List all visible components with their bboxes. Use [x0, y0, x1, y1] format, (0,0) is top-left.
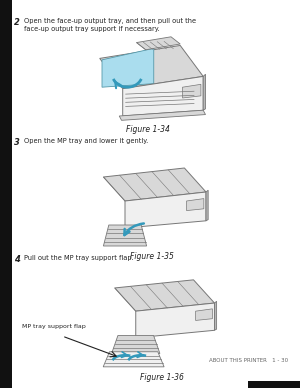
Text: Figure 1-34: Figure 1-34 [126, 125, 170, 133]
Bar [248, 381, 300, 388]
Text: Figure 1-35: Figure 1-35 [130, 252, 174, 261]
Polygon shape [125, 192, 206, 228]
Text: ABOUT THIS PRINTER   1 - 30: ABOUT THIS PRINTER 1 - 30 [209, 358, 288, 363]
Polygon shape [206, 190, 208, 221]
Text: Open the face-up output tray, and then pull out the
face-up output tray support : Open the face-up output tray, and then p… [24, 18, 196, 32]
Text: Open the MP tray and lower it gently.: Open the MP tray and lower it gently. [24, 138, 148, 144]
Polygon shape [123, 76, 203, 116]
Polygon shape [103, 352, 164, 367]
Polygon shape [115, 280, 214, 311]
Text: 3: 3 [14, 138, 20, 147]
Polygon shape [196, 309, 212, 320]
Polygon shape [112, 336, 160, 353]
Polygon shape [136, 37, 180, 50]
Polygon shape [102, 48, 154, 87]
Polygon shape [103, 168, 206, 201]
Polygon shape [214, 301, 217, 330]
Polygon shape [203, 74, 206, 110]
Bar [0, 0, 12, 388]
Text: 2: 2 [14, 18, 20, 27]
Text: Figure 1-36: Figure 1-36 [140, 372, 184, 382]
Polygon shape [100, 45, 203, 88]
Polygon shape [187, 199, 204, 211]
Polygon shape [103, 225, 147, 246]
Text: 4: 4 [14, 255, 20, 264]
Polygon shape [136, 303, 214, 338]
Polygon shape [182, 84, 201, 98]
Text: Pull out the MP tray support flap.: Pull out the MP tray support flap. [24, 255, 134, 261]
Polygon shape [119, 110, 206, 120]
Text: MP tray support flap: MP tray support flap [22, 324, 86, 329]
